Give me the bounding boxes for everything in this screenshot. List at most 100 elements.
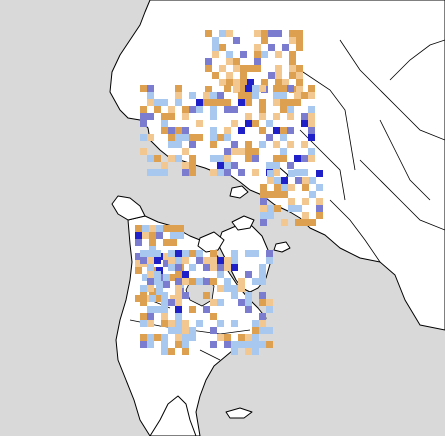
anomaly-cell xyxy=(135,267,142,274)
anomaly-cell xyxy=(301,155,308,162)
anomaly-cell xyxy=(296,72,303,79)
anomaly-cell xyxy=(252,334,259,341)
anomaly-cell xyxy=(301,169,308,176)
anomaly-cell xyxy=(259,106,266,113)
anomaly-cell xyxy=(288,170,295,177)
anomaly-cell xyxy=(295,219,302,226)
anomaly-cell xyxy=(189,327,196,334)
anomaly-cell xyxy=(182,271,189,278)
anomaly-cell xyxy=(294,99,301,106)
anomaly-cell xyxy=(175,320,182,327)
anomaly-cell xyxy=(168,141,175,148)
anomaly-cell xyxy=(217,299,224,306)
anomaly-cell xyxy=(296,44,303,51)
anomaly-cell xyxy=(182,257,189,264)
anomaly-cell xyxy=(287,162,294,169)
anomaly-cell xyxy=(189,264,196,271)
anomaly-cell xyxy=(308,127,315,134)
anomaly-cell xyxy=(266,341,273,348)
anomaly-cell xyxy=(147,257,154,264)
anomaly-cell xyxy=(287,113,294,120)
anomaly-cell xyxy=(301,120,308,127)
anomaly-cell xyxy=(252,348,259,355)
anomaly-cell xyxy=(156,295,163,302)
anomaly-cell xyxy=(245,99,252,106)
anomaly-cell xyxy=(295,205,302,212)
anomaly-cell xyxy=(154,271,161,278)
anomaly-cell xyxy=(161,162,168,169)
landmass-baffin-island xyxy=(197,231,225,253)
anomaly-cell xyxy=(238,299,245,306)
anomaly-cell xyxy=(175,250,182,257)
anomaly-cell xyxy=(161,313,168,320)
anomaly-cell xyxy=(273,92,280,99)
anomaly-cell xyxy=(177,225,184,232)
anomaly-cell xyxy=(233,79,240,86)
anomaly-cell xyxy=(252,148,259,155)
anomaly-cell xyxy=(142,225,149,232)
anomaly-cell xyxy=(149,246,156,253)
anomaly-cell xyxy=(140,341,147,348)
anomaly-cell xyxy=(135,260,142,267)
anomaly-cell xyxy=(217,92,224,99)
anomaly-cell xyxy=(156,288,163,295)
anomaly-cell xyxy=(175,155,182,162)
anomaly-cell xyxy=(274,177,281,184)
anomaly-cell xyxy=(231,348,238,355)
anomaly-cell xyxy=(135,295,142,302)
anomaly-cell xyxy=(268,44,275,51)
anomaly-cell xyxy=(168,264,175,271)
anomaly-cell xyxy=(224,169,231,176)
anomaly-cell xyxy=(142,274,149,281)
anomaly-cell xyxy=(238,169,245,176)
anomaly-cell xyxy=(268,30,275,37)
anomaly-cell xyxy=(147,134,154,141)
anomaly-cell xyxy=(289,58,296,65)
anomaly-cell xyxy=(224,134,231,141)
anomaly-cell xyxy=(140,299,147,306)
anomaly-cell xyxy=(302,212,309,219)
anomaly-cell xyxy=(217,285,224,292)
anomaly-cell xyxy=(308,155,315,162)
anomaly-cell xyxy=(231,257,238,264)
anomaly-cell xyxy=(302,198,309,205)
anomaly-cell xyxy=(175,92,182,99)
anomaly-cell xyxy=(163,239,170,246)
anomaly-cell xyxy=(267,177,274,184)
anomaly-cell xyxy=(280,155,287,162)
anomaly-cell xyxy=(273,113,280,120)
anomaly-cell xyxy=(175,334,182,341)
anomaly-cell xyxy=(240,65,247,72)
anomaly-cell xyxy=(175,257,182,264)
anomaly-cell xyxy=(203,257,210,264)
anomaly-cell xyxy=(224,127,231,134)
anomaly-cell xyxy=(147,85,154,92)
anomaly-cell xyxy=(245,271,252,278)
anomaly-cell xyxy=(274,205,281,212)
anomaly-cell xyxy=(203,92,210,99)
anomaly-cell xyxy=(196,250,203,257)
anomaly-cell xyxy=(273,155,280,162)
anomaly-cell xyxy=(147,250,154,257)
anomaly-cell xyxy=(273,162,280,169)
anomaly-cell xyxy=(231,320,238,327)
anomaly-cell xyxy=(140,148,147,155)
anomaly-cell xyxy=(224,341,231,348)
anomaly-cell xyxy=(182,292,189,299)
anomaly-cell xyxy=(245,148,252,155)
anomaly-cell xyxy=(175,299,182,306)
anomaly-cell xyxy=(280,106,287,113)
anomaly-cell xyxy=(309,191,316,198)
anomaly-cell xyxy=(295,177,302,184)
anomaly-cell xyxy=(175,285,182,292)
anomaly-cell xyxy=(175,292,182,299)
anomaly-cell xyxy=(261,51,268,58)
anomaly-cell xyxy=(224,155,231,162)
anomaly-cell xyxy=(231,106,238,113)
anomaly-cell xyxy=(266,162,273,169)
anomaly-cell xyxy=(260,212,267,219)
anomaly-cell xyxy=(261,30,268,37)
anomaly-cell xyxy=(245,306,252,313)
anomaly-cell xyxy=(301,113,308,120)
